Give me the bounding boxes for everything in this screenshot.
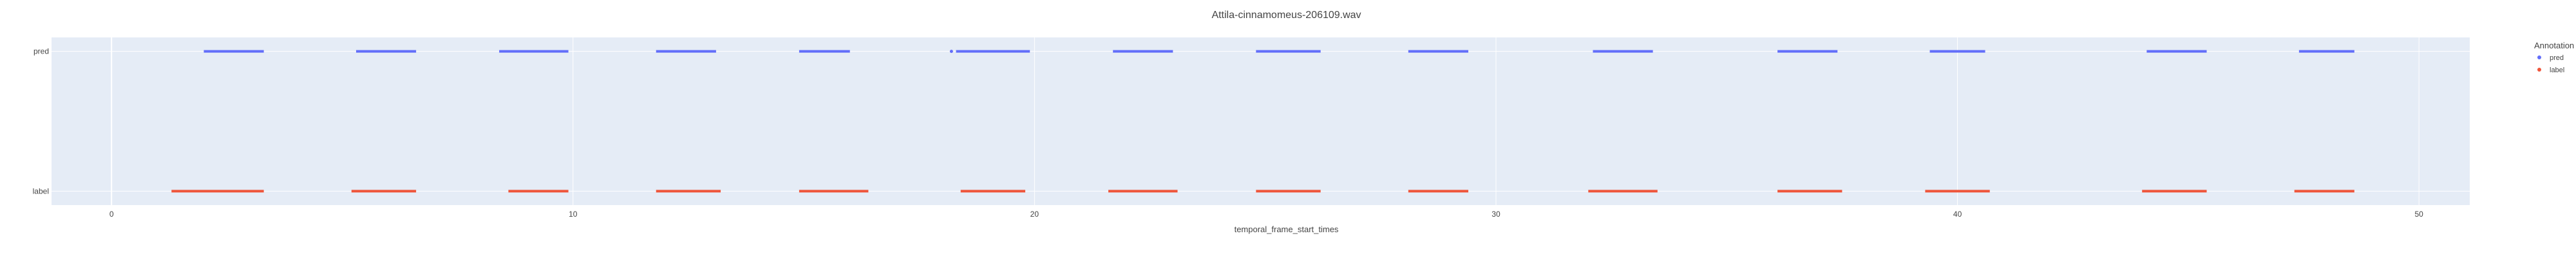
- pred-point: [949, 50, 953, 54]
- legend-marker: [2537, 55, 2541, 59]
- x-tick-label: 30: [1492, 210, 1501, 219]
- x-tick-label: 40: [1953, 210, 1962, 219]
- legend-marker: [2537, 68, 2541, 72]
- plot-background: [52, 37, 2470, 205]
- x-tick-label: 20: [1030, 210, 1039, 219]
- x-tick-label: 50: [2414, 210, 2423, 219]
- x-axis-title: temporal_frame_start_times: [1235, 224, 1339, 234]
- legend[interactable]: Annotation pred label: [2534, 41, 2574, 74]
- x-tick-label: 10: [569, 210, 578, 219]
- x-axis-ticks: 0 10 20 30 40 50: [109, 210, 2423, 219]
- y-tick-label: label: [33, 186, 49, 195]
- y-tick-label: pred: [33, 47, 49, 56]
- chart-title: Attila-cinnamomeus-206109.wav: [1211, 10, 1361, 21]
- x-tick-label: 0: [109, 210, 114, 219]
- legend-label: label: [2550, 66, 2564, 74]
- legend-label: pred: [2550, 54, 2564, 62]
- legend-item-label[interactable]: label: [2537, 66, 2564, 74]
- legend-item-pred[interactable]: pred: [2537, 54, 2564, 62]
- y-axis-ticks: label pred: [33, 47, 49, 196]
- legend-title: Annotation: [2534, 41, 2574, 50]
- data-marks: [171, 50, 2354, 193]
